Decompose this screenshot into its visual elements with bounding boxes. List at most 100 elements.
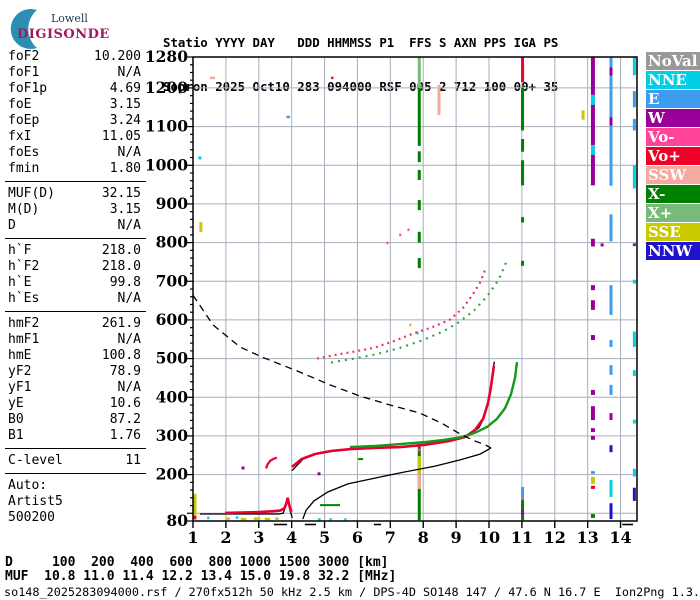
rfi-strip [632, 279, 636, 284]
echo-dot [600, 243, 604, 247]
lowell-digisonde-logo: Lowell DIGISONDE [4, 4, 154, 49]
param-value: N/A [117, 145, 141, 160]
rfi-strip [521, 160, 525, 186]
param-value: 1.76 [109, 428, 141, 443]
param-row-hf: h`F 218.0 [8, 243, 141, 259]
x-axis-label: 6 [352, 528, 363, 547]
rfi-strip [590, 428, 595, 433]
trace-transmission-curve-lower [302, 447, 492, 520]
rfi-strip [417, 151, 421, 163]
param-label: foEs [8, 145, 40, 160]
rfi-strip [609, 480, 613, 498]
param-value: N/A [117, 332, 141, 347]
param-label: h`F2 [8, 259, 40, 274]
y-axis-label: 600 [156, 310, 189, 329]
param-row-fmin: fmin 1.80 [8, 161, 141, 177]
y-axis-label: 400 [156, 387, 189, 406]
legend-item-e: E [646, 90, 700, 108]
param-row-yf2: yF2 78.9 [8, 364, 141, 380]
rfi-strip [417, 258, 421, 269]
rfi-strip [590, 57, 595, 95]
rfi-strip [417, 448, 421, 452]
rfi-strip [590, 335, 595, 341]
scaled-parameters-panel: foF2 10.200 foF1 N/A foF1p 4.69 foE 3.15 foEp 3.2… [0, 0, 150, 540]
param-value: 218.0 [101, 259, 141, 274]
rfi-strip [417, 87, 421, 146]
y-axis-label: 1200 [145, 78, 188, 97]
rfi-strip [632, 419, 636, 424]
distance-scale-line: D 100 200 400 600 800 1000 1500 3000 [km… [5, 555, 389, 570]
y-axis-label: 300 [156, 426, 189, 445]
y-axis-label: 1280 [145, 47, 188, 66]
param-value: 1.80 [109, 161, 141, 176]
param-row-yf1: yF1 N/A [8, 380, 141, 396]
trace-f-trace-o [291, 365, 496, 468]
param-info-line: Auto: [8, 478, 48, 493]
param-label: h`Es [8, 291, 40, 306]
param-label: M(D) [8, 202, 40, 217]
rfi-strip [609, 285, 613, 315]
rfi-strip [590, 514, 595, 518]
param-row-b1: B1 1.76 [8, 428, 141, 444]
rfi-strip [521, 87, 525, 131]
y-axis-label: 900 [156, 194, 189, 213]
y-axis-label: 700 [156, 271, 189, 290]
rfi-strip [590, 485, 595, 489]
x-axis-label: 14 [609, 528, 631, 547]
param-row-hme: hmE 100.8 [8, 348, 141, 364]
rfi-strip [590, 471, 595, 474]
rfi-strip [632, 331, 636, 347]
param-row-foes: foEs N/A [8, 145, 141, 161]
y-axis-label: 200 [156, 465, 189, 484]
rfi-strip [417, 456, 421, 474]
x-axis-label: 11 [511, 528, 533, 547]
x-axis-label: 10 [478, 528, 500, 547]
x-axis-label: 2 [220, 528, 231, 547]
param-label: hmF2 [8, 316, 40, 331]
param-label: foF1 [8, 65, 40, 80]
trace-e-trace-o [224, 497, 293, 515]
x-axis-label: 8 [418, 528, 429, 547]
echo-dot [317, 472, 321, 476]
param-row-hes: h`Es N/A [8, 291, 141, 307]
param-row-fof1: foF1 N/A [8, 65, 141, 81]
param-row-foe: foE 3.15 [8, 97, 141, 113]
param-value: 218.0 [101, 243, 141, 258]
param-separator [5, 473, 146, 474]
legend-item-x: X+ [646, 204, 700, 222]
rfi-strip [521, 138, 525, 152]
param-label: hmE [8, 348, 32, 363]
param-row-hf2: h`F2 218.0 [8, 259, 141, 275]
echo-dot [198, 156, 202, 160]
param-row-fof1p: foF1p 4.69 [8, 81, 141, 97]
y-axis-label: 800 [156, 233, 189, 252]
legend-item-w: W [646, 109, 700, 127]
param-value: 10.200 [94, 49, 141, 64]
rfi-strip [632, 57, 636, 76]
param-label: B1 [8, 428, 24, 443]
param-row-hmf1: hmF1 N/A [8, 332, 141, 348]
param-value: 87.2 [109, 412, 141, 427]
rfi-strip [609, 413, 613, 421]
rfi-strip [590, 300, 595, 310]
rfi-strip [590, 238, 595, 247]
rfi-strip [521, 510, 525, 515]
rfi-strip [609, 365, 613, 375]
param-value: 11.05 [101, 129, 141, 144]
rfi-strip [521, 497, 525, 501]
param-label: yF2 [8, 364, 32, 379]
rfi-strip [609, 214, 613, 242]
echo-dot [241, 466, 245, 470]
trace-artist-e-trace [199, 498, 293, 519]
legend-item-vo: Vo+ [646, 147, 700, 165]
y-axis-label: 1000 [145, 155, 188, 174]
rfi-strip [609, 503, 613, 520]
rfi-strip [417, 200, 421, 211]
rfi-strip [193, 493, 197, 516]
legend-item-nne: NNE [646, 71, 700, 89]
rfi-strip [590, 435, 595, 440]
param-separator [5, 448, 146, 449]
param-label: h`F [8, 243, 32, 258]
